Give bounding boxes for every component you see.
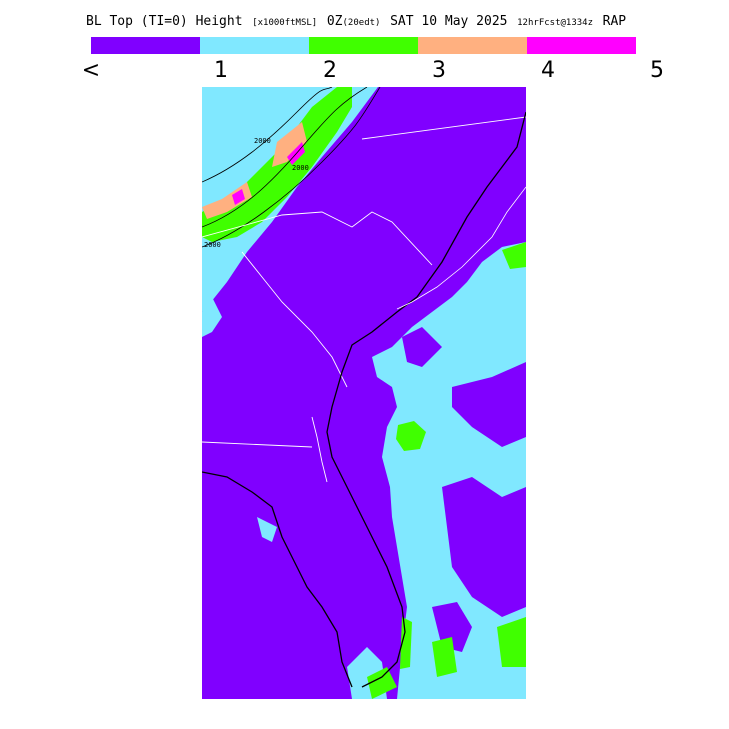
state-border <box>241 251 348 388</box>
legend-tick-3: 3 <box>432 58 446 83</box>
chart-title: BL Top (TI=0) Height [x1000ftMSL] 0Z(20e… <box>86 10 626 29</box>
coastline <box>202 471 353 688</box>
map-region-low-ocean-2 <box>442 477 526 617</box>
legend-swatch-4 <box>527 37 636 54</box>
map-region-high-south-1 <box>400 617 412 669</box>
map-region-low-ocean-1 <box>452 362 526 447</box>
map-region-higher-2 <box>272 122 307 167</box>
title-units: [x1000ftMSL] <box>252 18 318 28</box>
title-time: 0Z <box>326 14 343 29</box>
legend-tick-4: 4 <box>541 58 555 83</box>
map-region-high-ocean-2 <box>502 242 526 269</box>
state-border <box>311 416 328 483</box>
color-legend <box>91 37 636 54</box>
legend-swatch-3 <box>418 37 527 54</box>
legend-swatch-1 <box>200 37 309 54</box>
map-region-low-ocean-3 <box>402 327 442 367</box>
title-forecast: 12hrFcst@1334z <box>517 18 593 28</box>
map-region-high-south-2 <box>432 637 457 677</box>
map-region-high-south-3 <box>497 617 526 667</box>
title-date: SAT 10 May 2025 <box>390 14 508 29</box>
map-region-high-south-4 <box>367 667 397 699</box>
legend-swatch-0 <box>91 37 200 54</box>
map-region-mid-nw <box>202 87 378 312</box>
coastline <box>396 186 526 310</box>
title-text: BL Top (TI=0) Height <box>86 14 243 29</box>
legend-tick-5: 5 <box>650 58 664 83</box>
legend-tick-2: 2 <box>323 58 337 83</box>
legend-swatch-2 <box>309 37 418 54</box>
map-region-mid-florida-gulf <box>257 517 277 542</box>
contour-label: 2000 <box>204 241 221 249</box>
legend-tick-0: < <box>81 58 101 83</box>
contour-line <box>202 87 333 183</box>
contour-label: 2000 <box>254 137 271 145</box>
state-border <box>202 211 433 266</box>
contour-label: 2000 <box>292 164 309 172</box>
map-region-high-ocean-1 <box>396 421 426 451</box>
title-local-time: (20edt) <box>342 18 381 28</box>
contour-line <box>202 87 368 228</box>
weather-map: 2000 2000 2000 <box>202 87 526 699</box>
map-region-highest-2 <box>232 189 245 205</box>
contour-line <box>202 87 381 248</box>
coastline <box>326 111 526 688</box>
state-border <box>361 116 526 140</box>
title-model: RAP <box>602 14 627 29</box>
legend-tick-1: 1 <box>214 58 228 83</box>
map-region-mid-north-strip <box>202 297 222 337</box>
state-border <box>202 441 313 448</box>
